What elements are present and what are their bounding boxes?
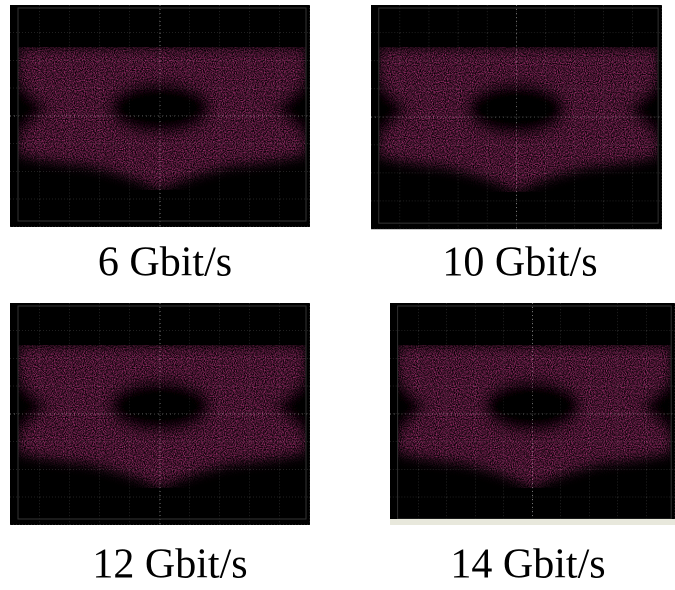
panel-label: 14 Gbit/s (450, 542, 605, 588)
panel-label: 12 Gbit/s (92, 542, 247, 588)
eye-diagram (390, 303, 675, 525)
panel-label: 6 Gbit/s (98, 240, 232, 286)
eye-diagram (10, 5, 310, 227)
eye-diagram (371, 5, 662, 229)
eye-diagram (10, 303, 310, 525)
panel-label: 10 Gbit/s (442, 240, 597, 286)
